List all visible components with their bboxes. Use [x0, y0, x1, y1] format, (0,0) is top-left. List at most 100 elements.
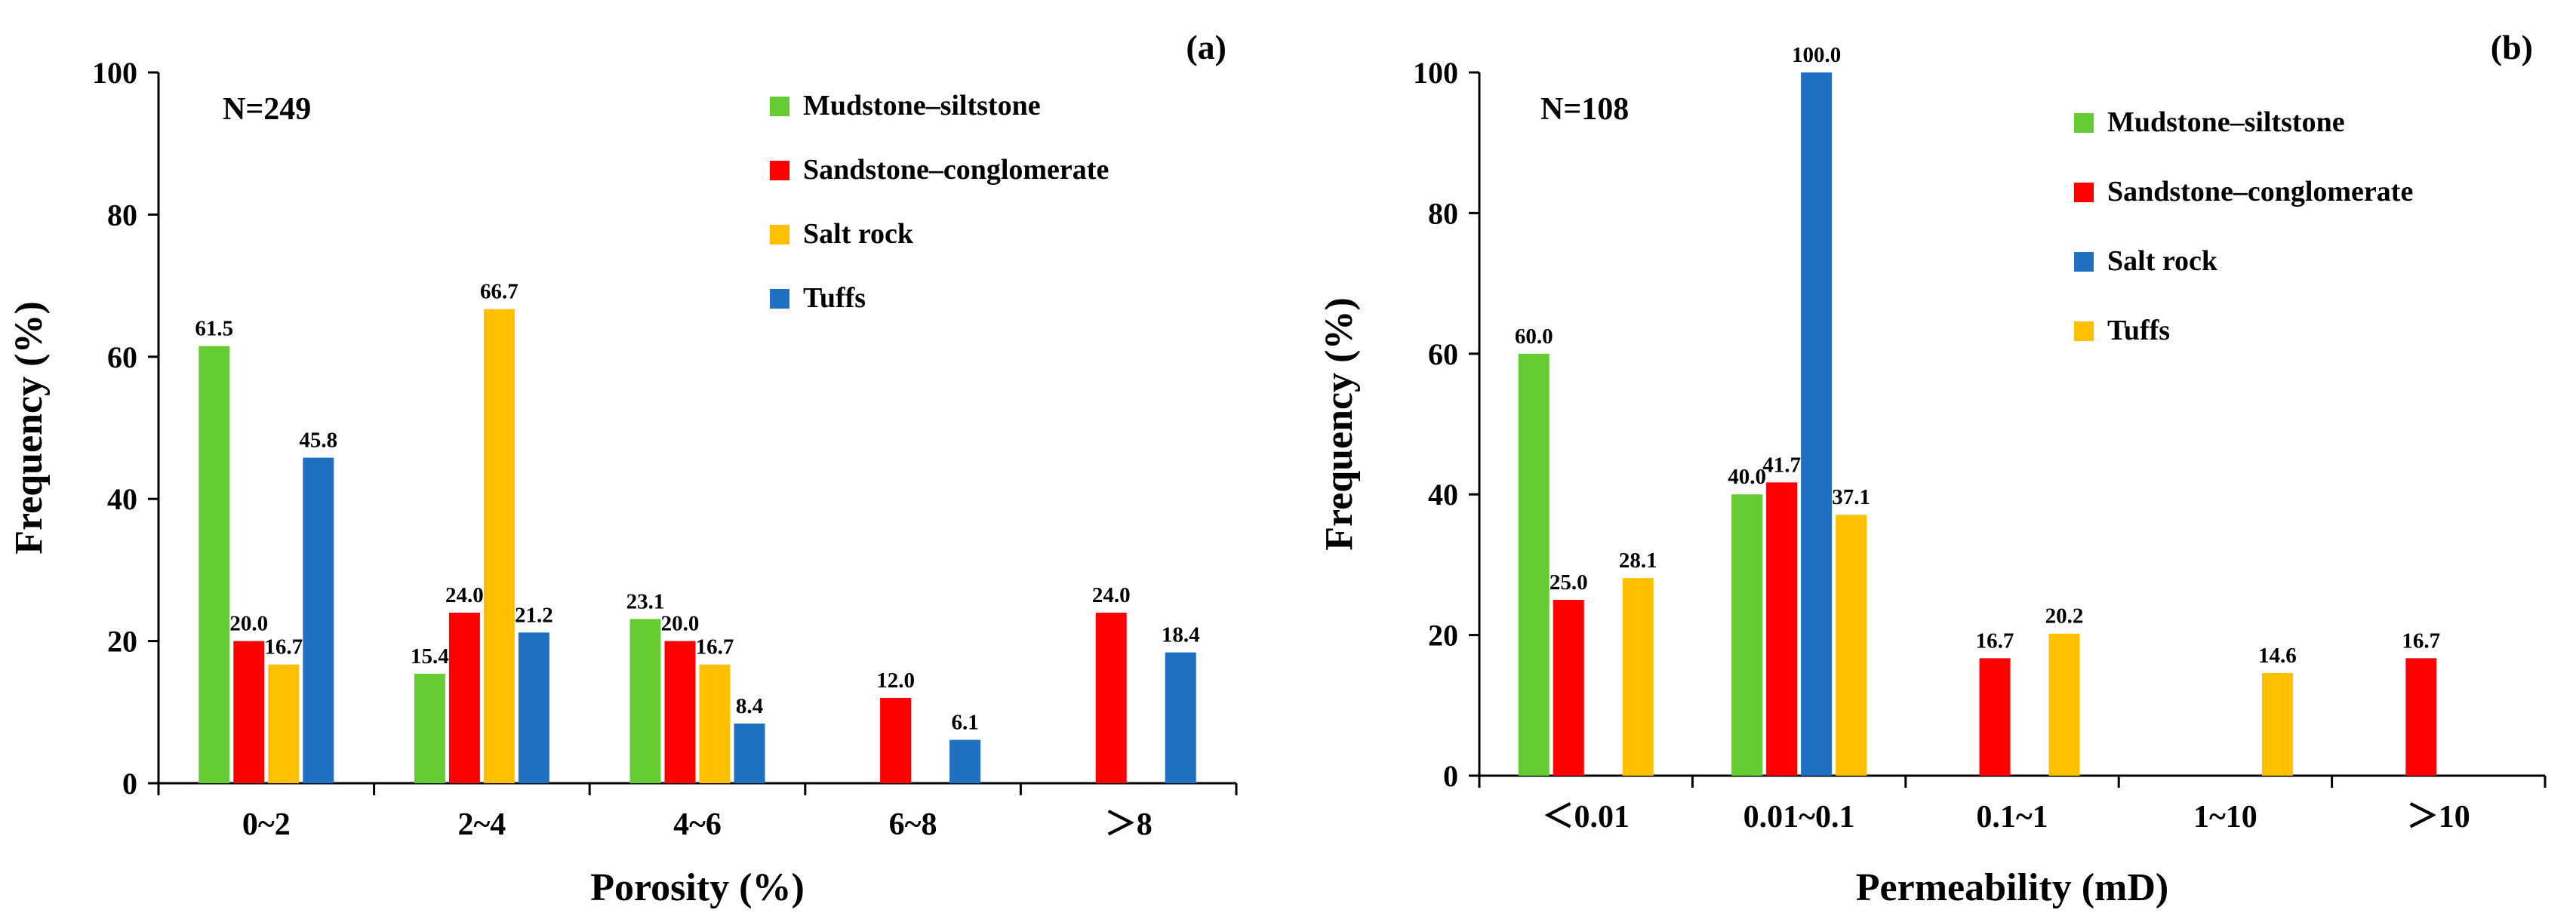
- bar: [483, 309, 515, 783]
- y-tick-label: 60: [1428, 337, 1458, 371]
- x-axis-title: Permeability (mD): [1856, 866, 2168, 909]
- y-axis-title: Frequency (%): [1318, 297, 1361, 551]
- legend-label: Salt rock: [2107, 245, 2218, 277]
- bar: [518, 632, 549, 783]
- bar: [734, 723, 765, 783]
- bar: [1095, 612, 1127, 783]
- bar: [949, 739, 981, 783]
- data-label: 15.4: [411, 644, 449, 669]
- legend-swatch: [770, 289, 789, 309]
- legend-swatch: [2074, 183, 2094, 202]
- data-label: 37.1: [1832, 485, 1870, 509]
- bar: [664, 641, 696, 783]
- bar: [629, 619, 661, 783]
- data-label: 20.0: [661, 612, 700, 636]
- x-tick-label: 1~10: [2193, 800, 2257, 835]
- bar: [1766, 482, 1798, 776]
- bar: [1622, 578, 1654, 776]
- data-label: 16.7: [264, 635, 303, 659]
- bar: [1518, 353, 1550, 776]
- legend-label: Sandstone–conglomerate: [803, 154, 1109, 186]
- bar: [448, 612, 480, 783]
- bar: [233, 641, 265, 783]
- y-tick-label: 20: [1428, 619, 1458, 653]
- y-tick-label: 100: [1413, 56, 1458, 90]
- x-tick-label: 2~4: [457, 807, 506, 842]
- legend-swatch: [770, 225, 789, 244]
- bar: [880, 697, 912, 783]
- data-label: 24.0: [445, 583, 484, 607]
- data-label: 66.7: [480, 280, 519, 304]
- bar: [1836, 515, 1867, 776]
- y-tick-label: 40: [1428, 478, 1458, 512]
- sample-count: N=249: [223, 92, 311, 127]
- data-label: 23.1: [626, 589, 665, 613]
- sample-count: N=108: [1540, 92, 1629, 127]
- y-tick-label: 80: [1428, 196, 1458, 230]
- chart-porosity: 0204060801000~261.520.016.745.82~415.424…: [8, 28, 1238, 909]
- x-tick-label: 4~6: [673, 807, 722, 842]
- data-label: 45.8: [299, 429, 337, 453]
- bar: [268, 664, 300, 783]
- data-label: 41.7: [1762, 453, 1801, 477]
- bar: [2048, 633, 2080, 776]
- y-tick-label: 0: [122, 767, 137, 801]
- legend-label: Salt rock: [803, 218, 914, 250]
- bar: [1731, 494, 1763, 776]
- data-label: 20.2: [2045, 604, 2084, 629]
- x-tick-label: ＜0.01: [1542, 800, 1630, 835]
- bar: [1979, 658, 2011, 776]
- x-tick-label: 0~2: [242, 807, 291, 842]
- data-label: 21.2: [515, 603, 553, 627]
- y-tick-label: 40: [107, 482, 137, 516]
- panel-label: (a): [1186, 28, 1226, 66]
- data-label: 16.7: [2402, 629, 2440, 653]
- legend-swatch: [770, 161, 789, 180]
- y-tick-label: 20: [107, 625, 137, 659]
- y-tick-label: 100: [92, 56, 137, 90]
- legend-swatch: [2074, 113, 2094, 133]
- legend-swatch: [2074, 321, 2094, 341]
- chart-permeability: 0 20 40 60 80 100 ＜0.01 60.0 25.0 28.1 0.01~0.1 40.…: [1318, 28, 2547, 909]
- data-label: 12.0: [876, 669, 915, 693]
- x-tick-label: 0.01~0.1: [1743, 800, 1855, 835]
- bar: [1553, 600, 1584, 776]
- x-tick-label: 6~8: [889, 807, 937, 842]
- legend-label: Mudstone–siltstone: [2107, 106, 2345, 138]
- data-label: 8.4: [736, 694, 763, 718]
- y-axis-title: Frequency (%): [8, 301, 51, 555]
- x-tick-label: ＞10: [2407, 800, 2470, 835]
- x-tick-label: 0.1~1: [1976, 800, 2048, 835]
- data-label: 16.7: [1976, 629, 2014, 653]
- data-label: 61.5: [195, 317, 233, 341]
- data-label: 18.4: [1162, 623, 1200, 647]
- data-label: 40.0: [1728, 465, 1766, 489]
- data-label: 60.0: [1515, 324, 1553, 349]
- bar: [414, 673, 445, 783]
- y-tick-label: 80: [107, 198, 137, 232]
- bar: [2261, 672, 2293, 776]
- bar: [1801, 72, 1833, 776]
- x-axis-title: Porosity (%): [590, 866, 805, 909]
- bar: [1165, 652, 1196, 783]
- data-label: 100.0: [1792, 43, 1841, 67]
- data-label: 14.6: [2258, 644, 2297, 668]
- legend-label: Tuffs: [803, 282, 866, 314]
- legend-label: Mudstone–siltstone: [803, 90, 1041, 121]
- panel-label: (b): [2491, 28, 2533, 66]
- x-tick-label: ＞8: [1105, 807, 1153, 842]
- bar: [699, 664, 731, 783]
- data-label: 24.0: [1092, 583, 1131, 607]
- y-tick-label: 60: [107, 340, 137, 374]
- legend-label: Sandstone–conglomerate: [2107, 176, 2413, 208]
- data-label: 25.0: [1550, 570, 1588, 595]
- legend-swatch: [2074, 252, 2094, 272]
- data-label: 28.1: [1619, 549, 1657, 573]
- bar: [303, 457, 334, 783]
- bar: [2405, 658, 2437, 776]
- y-tick-label: 0: [1443, 759, 1458, 793]
- legend-swatch: [770, 97, 789, 116]
- bar: [199, 346, 230, 783]
- legend-label: Tuffs: [2107, 315, 2170, 346]
- data-label: 16.7: [696, 635, 734, 659]
